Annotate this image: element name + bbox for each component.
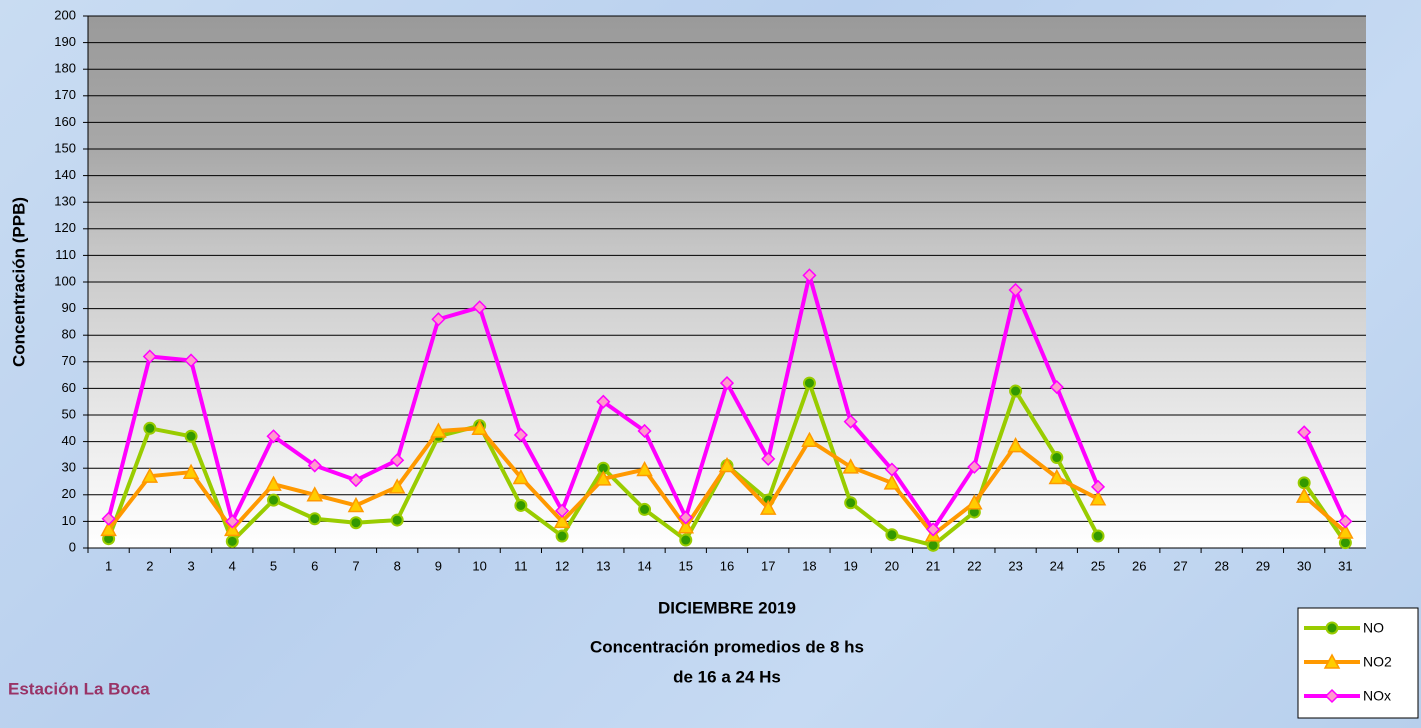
data-point bbox=[227, 536, 238, 547]
y-tick-label: 60 bbox=[62, 380, 76, 395]
y-tick-label: 160 bbox=[54, 114, 76, 129]
chart-title: de 16 a 24 Hs bbox=[673, 667, 781, 686]
y-tick-label: 40 bbox=[62, 433, 76, 448]
chart-title: Concentración promedios de 8 hs bbox=[590, 637, 864, 656]
data-point bbox=[309, 513, 320, 524]
x-tick-label: 20 bbox=[885, 558, 899, 573]
legend-label: NO bbox=[1363, 620, 1384, 636]
x-tick-label: 3 bbox=[187, 558, 194, 573]
data-point bbox=[804, 378, 815, 389]
data-point bbox=[1093, 531, 1104, 542]
x-tick-label: 17 bbox=[761, 558, 775, 573]
station-label: Estación La Boca bbox=[8, 679, 150, 698]
y-tick-label: 190 bbox=[54, 34, 76, 49]
x-tick-label: 24 bbox=[1050, 558, 1064, 573]
x-tick-label: 14 bbox=[637, 558, 651, 573]
legend-label: NO2 bbox=[1363, 654, 1392, 670]
x-tick-label: 1 bbox=[105, 558, 112, 573]
data-point bbox=[845, 497, 856, 508]
x-tick-label: 6 bbox=[311, 558, 318, 573]
data-point bbox=[186, 431, 197, 442]
x-tick-label: 5 bbox=[270, 558, 277, 573]
x-tick-label: 23 bbox=[1008, 558, 1022, 573]
x-tick-label: 31 bbox=[1338, 558, 1352, 573]
legend-marker bbox=[1327, 623, 1338, 634]
x-tick-label: 2 bbox=[146, 558, 153, 573]
y-tick-label: 170 bbox=[54, 87, 76, 102]
data-point bbox=[1010, 386, 1021, 397]
data-point bbox=[1340, 537, 1351, 548]
x-tick-label: 29 bbox=[1256, 558, 1270, 573]
chart: Concentración (PPB) DICIEMBRE 2019 Conce… bbox=[0, 0, 1421, 728]
x-tick-label: 22 bbox=[967, 558, 981, 573]
data-point bbox=[1299, 477, 1310, 488]
y-tick-label: 10 bbox=[62, 513, 76, 528]
y-tick-label: 100 bbox=[54, 273, 76, 288]
data-point bbox=[350, 517, 361, 528]
x-tick-label: 11 bbox=[514, 558, 528, 573]
data-point bbox=[928, 540, 939, 551]
x-tick-label: 12 bbox=[555, 558, 569, 573]
chart-title: DICIEMBRE 2019 bbox=[658, 598, 796, 617]
y-tick-label: 80 bbox=[62, 327, 76, 342]
x-tick-label: 7 bbox=[352, 558, 359, 573]
y-tick-label: 180 bbox=[54, 61, 76, 76]
y-tick-label: 140 bbox=[54, 167, 76, 182]
x-tick-label: 27 bbox=[1173, 558, 1187, 573]
data-point bbox=[680, 535, 691, 546]
y-tick-label: 130 bbox=[54, 194, 76, 209]
data-point bbox=[515, 500, 526, 511]
data-point bbox=[639, 504, 650, 515]
x-tick-label: 9 bbox=[435, 558, 442, 573]
y-tick-label: 90 bbox=[62, 300, 76, 315]
x-tick-label: 15 bbox=[679, 558, 693, 573]
y-tick-label: 150 bbox=[54, 140, 76, 155]
data-point bbox=[1051, 452, 1062, 463]
x-tick-label: 26 bbox=[1132, 558, 1146, 573]
page: {"chart_data": { "type": "line", "y_labe… bbox=[0, 0, 1421, 728]
x-tick-label: 21 bbox=[926, 558, 940, 573]
data-point bbox=[268, 495, 279, 506]
x-tick-label: 25 bbox=[1091, 558, 1105, 573]
y-tick-label: 120 bbox=[54, 220, 76, 235]
y-tick-label: 110 bbox=[55, 247, 76, 262]
x-tick-label: 4 bbox=[229, 558, 236, 573]
x-tick-label: 8 bbox=[394, 558, 401, 573]
y-tick-label: 20 bbox=[62, 486, 76, 501]
data-point bbox=[144, 423, 155, 434]
legend-label: NOx bbox=[1363, 688, 1391, 704]
data-point bbox=[886, 529, 897, 540]
y-axis-title: Concentración (PPB) bbox=[9, 197, 28, 367]
y-tick-label: 30 bbox=[62, 460, 76, 475]
x-tick-label: 16 bbox=[720, 558, 734, 573]
x-tick-label: 30 bbox=[1297, 558, 1311, 573]
x-tick-label: 18 bbox=[802, 558, 816, 573]
y-tick-label: 0 bbox=[69, 539, 76, 554]
y-tick-label: 50 bbox=[62, 406, 76, 421]
data-point bbox=[557, 531, 568, 542]
x-tick-label: 28 bbox=[1214, 558, 1228, 573]
data-point bbox=[392, 515, 403, 526]
y-tick-label: 200 bbox=[54, 7, 76, 22]
x-tick-label: 13 bbox=[596, 558, 610, 573]
y-tick-label: 70 bbox=[62, 353, 76, 368]
x-tick-label: 10 bbox=[472, 558, 486, 573]
x-tick-label: 19 bbox=[843, 558, 857, 573]
